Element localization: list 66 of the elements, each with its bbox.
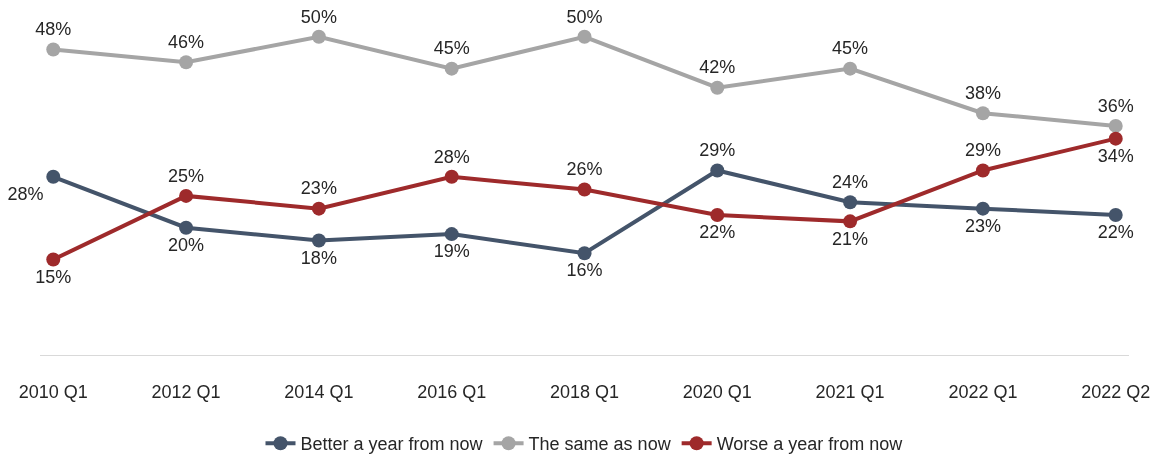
data-label: 50% bbox=[300, 6, 337, 27]
legend-label: Better a year from now bbox=[300, 434, 484, 455]
point bbox=[46, 252, 61, 267]
point bbox=[444, 227, 459, 242]
point bbox=[843, 195, 858, 210]
data-label: 23% bbox=[964, 215, 1001, 236]
point bbox=[46, 169, 61, 184]
point bbox=[179, 220, 194, 235]
point bbox=[710, 163, 725, 178]
point bbox=[179, 55, 194, 70]
point bbox=[1108, 131, 1123, 146]
x-tick-label: 2022 Q1 bbox=[948, 381, 1018, 402]
data-label: 16% bbox=[566, 260, 603, 281]
x-tick-label: 2012 Q1 bbox=[151, 381, 221, 402]
data-label: 36% bbox=[1097, 95, 1134, 116]
point bbox=[46, 42, 61, 57]
point bbox=[311, 29, 326, 44]
data-label: 22% bbox=[1097, 222, 1134, 243]
point bbox=[975, 106, 990, 121]
x-tick-label: 2021 Q1 bbox=[815, 381, 885, 402]
point bbox=[1108, 208, 1123, 222]
x-tick-label: 2016 Q1 bbox=[417, 381, 487, 402]
point bbox=[843, 61, 858, 76]
point bbox=[311, 201, 326, 216]
data-label: 48% bbox=[35, 19, 72, 40]
point bbox=[975, 201, 990, 216]
data-label: 26% bbox=[566, 159, 603, 180]
data-label: 28% bbox=[433, 146, 470, 167]
data-label: 18% bbox=[300, 247, 337, 268]
data-label: 45% bbox=[433, 38, 470, 59]
point bbox=[577, 246, 592, 261]
data-label: 28% bbox=[7, 184, 44, 205]
data-label: 38% bbox=[964, 82, 1001, 103]
legend-label: The same as now bbox=[528, 434, 672, 455]
data-label: 45% bbox=[832, 38, 869, 59]
data-label: 25% bbox=[168, 165, 205, 186]
x-tick-label: 2014 Q1 bbox=[284, 381, 354, 402]
point bbox=[577, 29, 592, 44]
data-label: 15% bbox=[35, 266, 72, 287]
point bbox=[1108, 118, 1123, 133]
data-label: 50% bbox=[566, 6, 603, 27]
x-tick-label: 2018 Q1 bbox=[549, 381, 620, 402]
point bbox=[577, 182, 592, 197]
data-label: 23% bbox=[300, 178, 337, 199]
data-label: 42% bbox=[699, 57, 736, 78]
data-label: 21% bbox=[832, 228, 869, 249]
data-label: 22% bbox=[699, 222, 736, 243]
point bbox=[311, 233, 326, 248]
point bbox=[444, 169, 459, 184]
data-label: 46% bbox=[168, 32, 205, 53]
legend-label: Worse a year from now bbox=[716, 434, 904, 455]
point bbox=[444, 61, 459, 76]
data-label: 24% bbox=[832, 172, 869, 193]
x-tick-label: 2020 Q1 bbox=[682, 381, 752, 402]
data-label: 19% bbox=[433, 241, 470, 262]
point bbox=[843, 214, 858, 229]
point bbox=[710, 80, 725, 95]
x-tick-label: 2010 Q1 bbox=[18, 381, 88, 402]
data-label: 34% bbox=[1097, 145, 1134, 166]
point bbox=[975, 163, 990, 178]
data-label: 29% bbox=[964, 140, 1001, 161]
data-label: 29% bbox=[699, 140, 736, 161]
data-label: 20% bbox=[168, 234, 205, 255]
point bbox=[710, 208, 725, 222]
point bbox=[179, 188, 194, 203]
x-tick-label: 2022 Q2 bbox=[1081, 381, 1151, 402]
